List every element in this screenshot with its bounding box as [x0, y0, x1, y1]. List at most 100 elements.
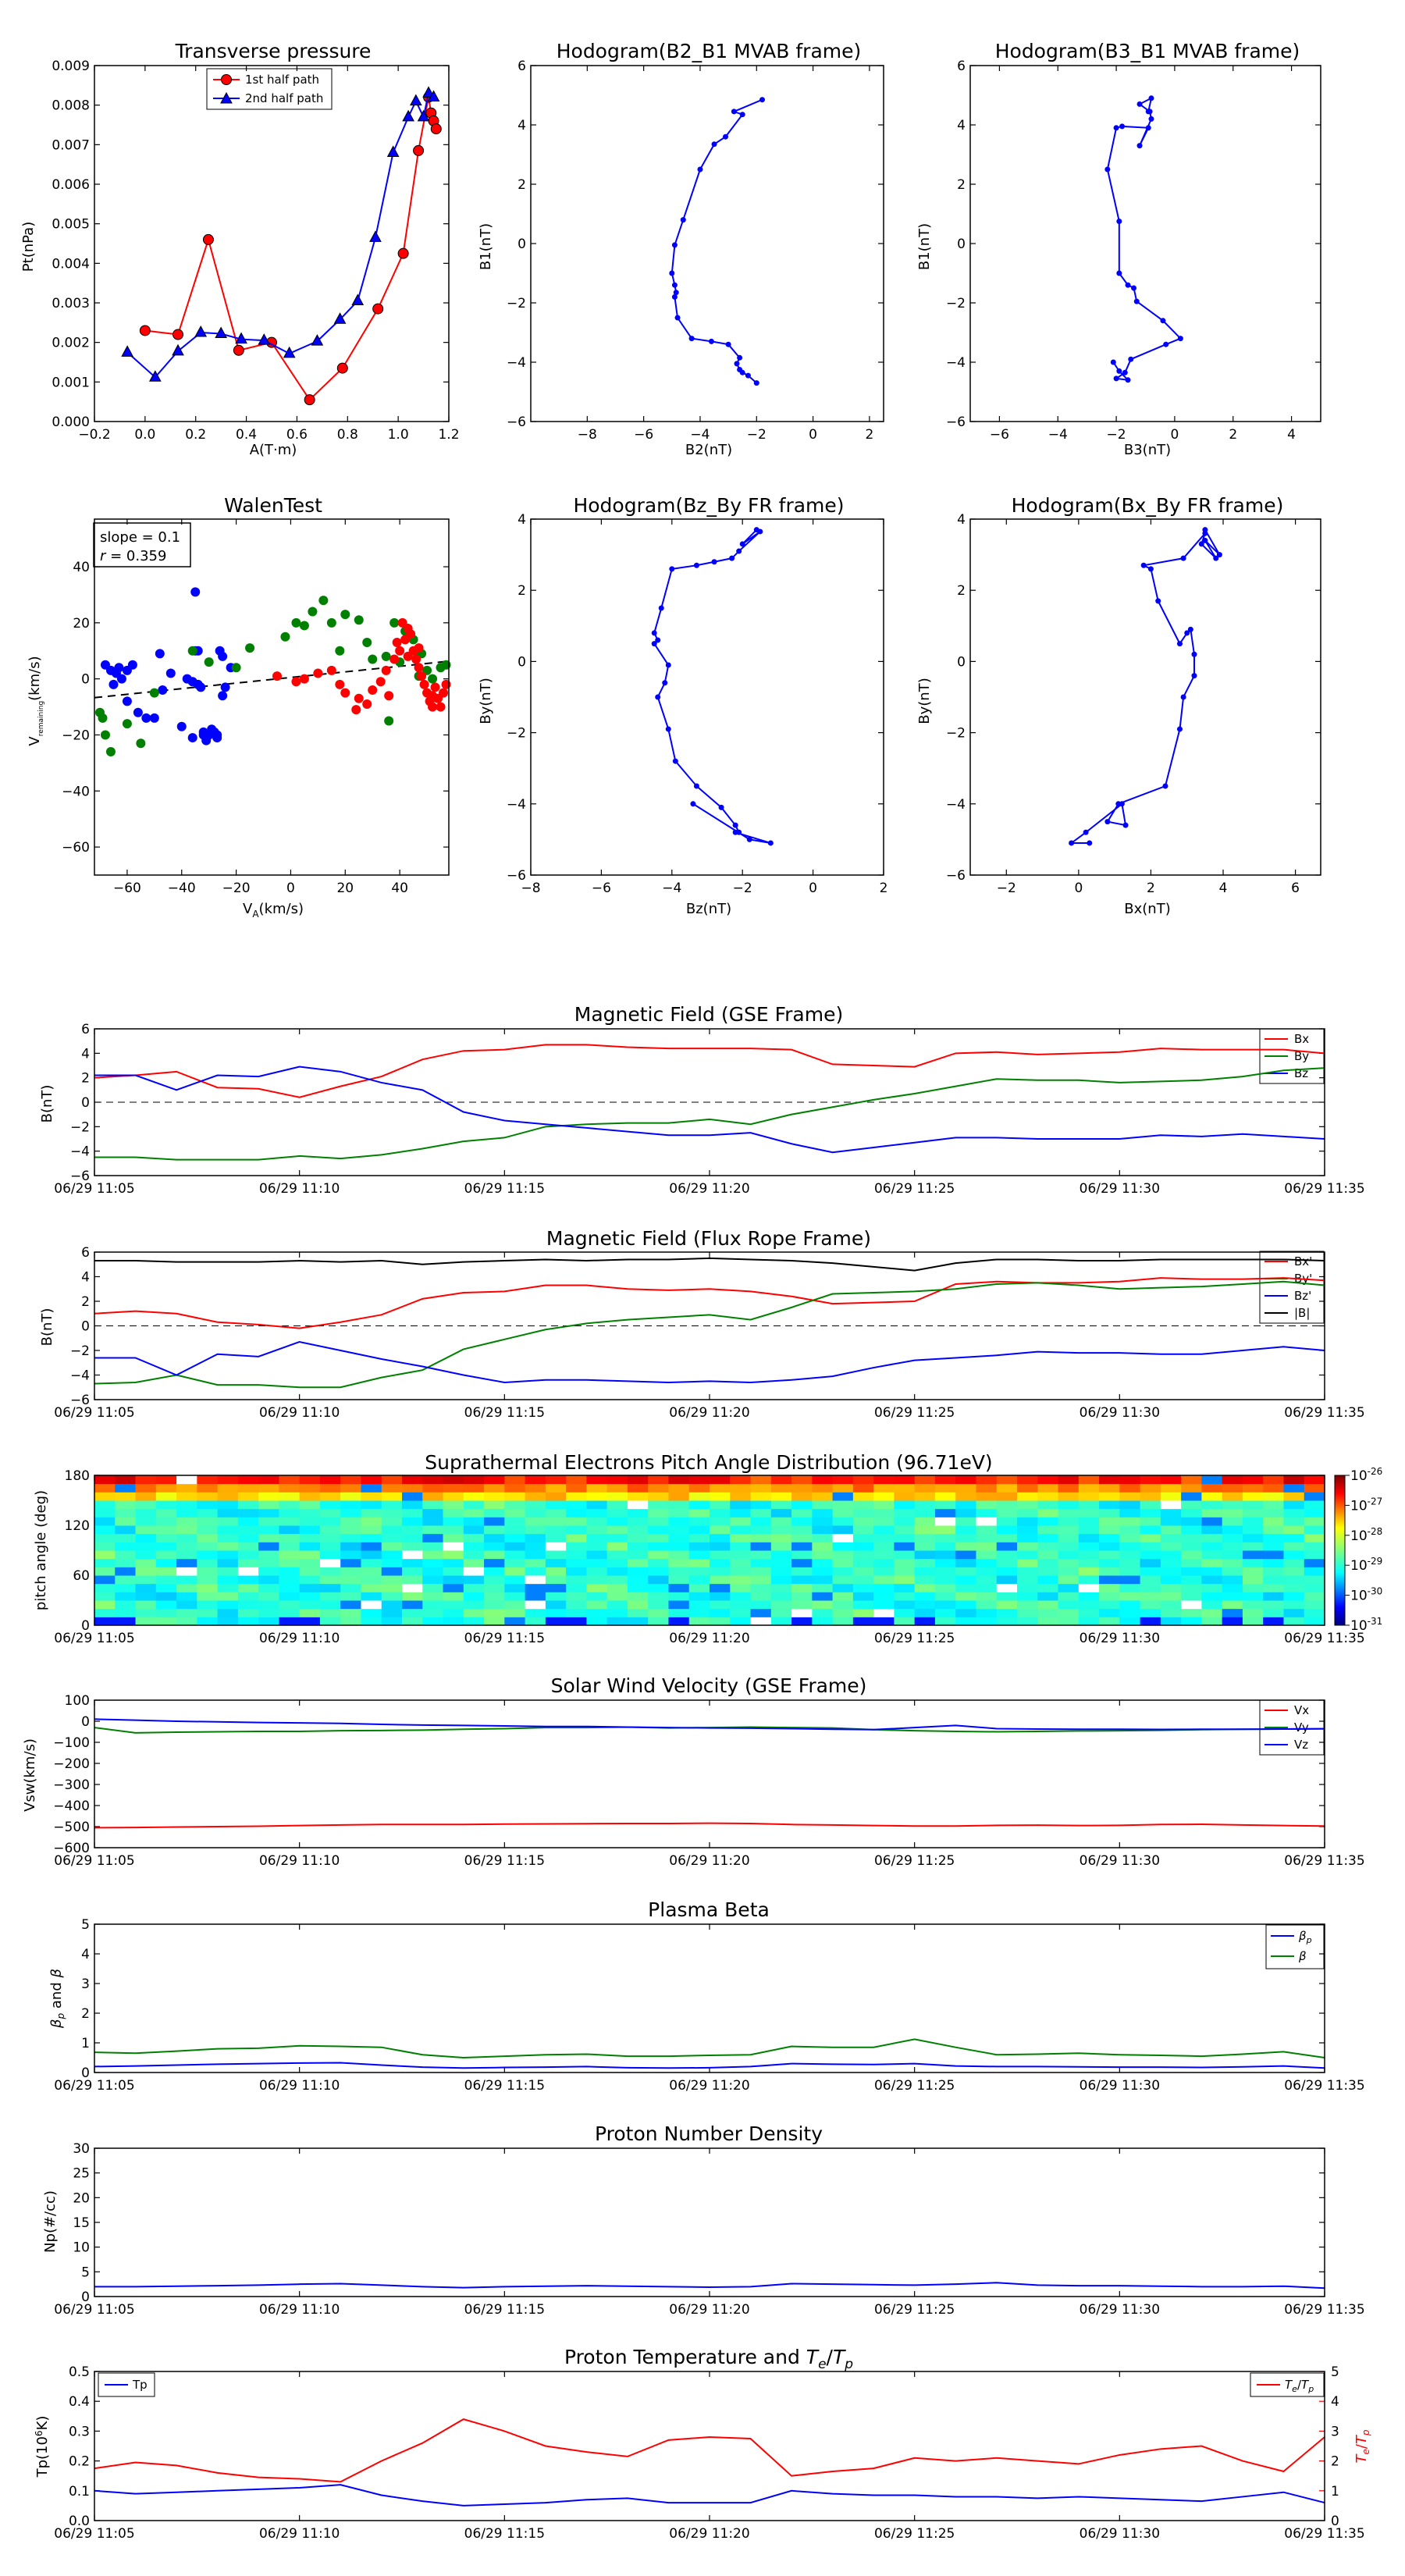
heatmap-cell-4-15 — [176, 1492, 197, 1501]
yticklabel-walen-1: −40 — [62, 784, 90, 799]
point-walen-0-32 — [218, 691, 228, 701]
legend-beta: βp β — [1265, 1924, 1325, 1969]
heatmap-cell-7-2 — [237, 1600, 259, 1610]
heatmap-cell-28-13 — [668, 1508, 690, 1517]
heatmap-cell-2-0 — [135, 1617, 157, 1626]
heatmap-cell-43-9 — [976, 1542, 998, 1551]
heatmap-cell-42-14 — [955, 1500, 976, 1510]
heatmap-cell-16-15 — [422, 1492, 444, 1501]
legend-tetp-t2: T — [1301, 2378, 1310, 2392]
heatmap-cell-25-9 — [606, 1542, 628, 1551]
ylabel-np: Np(#/cc) — [42, 2190, 59, 2253]
heatmap-cell-31-4 — [730, 1583, 752, 1592]
point-h4-0-2 — [1202, 537, 1208, 543]
heatmap-cell-10-11 — [299, 1525, 321, 1535]
heatmap-cell-11-8 — [319, 1550, 341, 1560]
heatmap-cell-42-16 — [955, 1483, 976, 1493]
heatmap-cell-23-3 — [566, 1592, 587, 1601]
heatmap-cell-18-17 — [463, 1475, 485, 1485]
heatmap-cell-22-4 — [545, 1583, 567, 1592]
point-walen-2-4 — [326, 665, 336, 675]
point-h3-0-13 — [662, 680, 668, 686]
heatmap-cell-58-11 — [1283, 1525, 1305, 1535]
heatmap-cell-9-7 — [279, 1558, 301, 1567]
heatmap-cell-5-0 — [197, 1617, 219, 1626]
heatmap-cell-12-10 — [340, 1533, 361, 1542]
heatmap-cell-56-9 — [1242, 1542, 1264, 1551]
heatmap-cell-53-15 — [1181, 1492, 1202, 1501]
heatmap-cell-13-14 — [361, 1500, 382, 1510]
heatmap-cell-34-9 — [791, 1542, 813, 1551]
heatmap-cell-25-16 — [606, 1483, 628, 1493]
heatmap-cell-5-17 — [197, 1475, 219, 1485]
heatmap-cell-44-5 — [996, 1575, 1018, 1585]
heatmap-cell-18-7 — [463, 1558, 485, 1567]
point-walen-2-20 — [417, 671, 427, 681]
xticklabel-pad-6: 06/29 11:35 — [1284, 1631, 1364, 1646]
heatmap-cell-13-11 — [361, 1525, 382, 1535]
heatmap-cell-18-12 — [463, 1517, 485, 1526]
heatmap-cell-11-17 — [319, 1475, 341, 1485]
heatmap-cell-12-12 — [340, 1517, 361, 1526]
heatmap-cell-12-4 — [340, 1583, 361, 1592]
heatmap-cell-2-15 — [135, 1492, 157, 1501]
yticklabel-beta-0: 0 — [81, 2065, 90, 2081]
heatmap-cell-29-0 — [688, 1617, 710, 1626]
point-walen-1-7 — [187, 646, 197, 656]
heatmap-cell-52-6 — [1160, 1567, 1182, 1576]
xticklabel-h1-4: 0 — [809, 427, 817, 443]
xticklabel-np-5: 06/29 11:30 — [1080, 2302, 1160, 2318]
heatmap-cell-22-15 — [545, 1492, 567, 1501]
heatmap-cell-21-8 — [525, 1550, 546, 1560]
heatmap-cell-48-16 — [1078, 1483, 1100, 1493]
point-pt-1-15 — [417, 109, 430, 122]
heatmap-cell-23-7 — [566, 1558, 587, 1567]
yticklabel-walen-3: 0 — [81, 672, 90, 688]
heatmap-cell-54-13 — [1201, 1508, 1223, 1517]
heatmap-cell-8-9 — [258, 1542, 279, 1551]
heatmap-cell-30-13 — [710, 1508, 731, 1517]
heatmap-cell-54-9 — [1201, 1542, 1223, 1551]
heatmap-cell-7-14 — [237, 1500, 259, 1510]
title-bgse: Magnetic Field (GSE Frame) — [574, 1003, 843, 1026]
heatmap-cell-53-11 — [1181, 1525, 1202, 1535]
heatmap-cell-8-11 — [258, 1525, 279, 1535]
yticklabel-h3-3: 0 — [518, 654, 526, 670]
heatmap-cell-57-2 — [1263, 1600, 1284, 1610]
heatmap-cell-1-10 — [115, 1533, 137, 1542]
point-h2-0-17 — [1163, 341, 1169, 347]
frame-pad — [94, 1475, 1325, 1626]
point-walen-1-3 — [105, 747, 116, 757]
heatmap-cell-20-17 — [504, 1475, 526, 1485]
heatmap-cell-41-10 — [934, 1533, 956, 1542]
heatmap-cell-6-2 — [217, 1600, 239, 1610]
heatmap-cell-40-4 — [914, 1583, 936, 1592]
point-walen-2-33 — [384, 691, 394, 701]
point-pt-1-14 — [410, 94, 422, 106]
heatmap-cell-50-13 — [1119, 1508, 1141, 1517]
frame-bfr — [94, 1251, 1325, 1400]
heatmap-cell-27-17 — [648, 1475, 669, 1485]
heatmap-cell-1-2 — [115, 1600, 137, 1610]
heatmap-cell-47-10 — [1058, 1533, 1080, 1542]
xticklabel-pt-4: 0.6 — [286, 427, 308, 443]
point-h1-0-7 — [671, 242, 678, 248]
heatmap-cell-55-13 — [1222, 1508, 1243, 1517]
heatmap-cell-36-6 — [832, 1567, 854, 1576]
heatmap-cell-14-11 — [381, 1525, 403, 1535]
heatmap-cell-19-8 — [484, 1550, 505, 1560]
point-pt-0-1 — [173, 329, 184, 340]
heatmap-cell-40-11 — [914, 1525, 936, 1535]
point-walen-0-12 — [158, 685, 168, 696]
yticklabel-bfr-4: 2 — [81, 1294, 90, 1310]
point-h3-0-10 — [655, 637, 661, 643]
heatmap-cell-7-5 — [237, 1575, 259, 1585]
point-h1-0-13 — [688, 336, 695, 342]
heatmap-cell-49-16 — [1099, 1483, 1120, 1493]
heatmap-cell-2-6 — [135, 1567, 157, 1576]
heatmap-cell-51-8 — [1140, 1550, 1161, 1560]
heatmap-cell-0-3 — [94, 1592, 116, 1601]
heatmap-cell-37-7 — [852, 1558, 874, 1567]
yticklabel-h4-3: 0 — [957, 654, 966, 670]
